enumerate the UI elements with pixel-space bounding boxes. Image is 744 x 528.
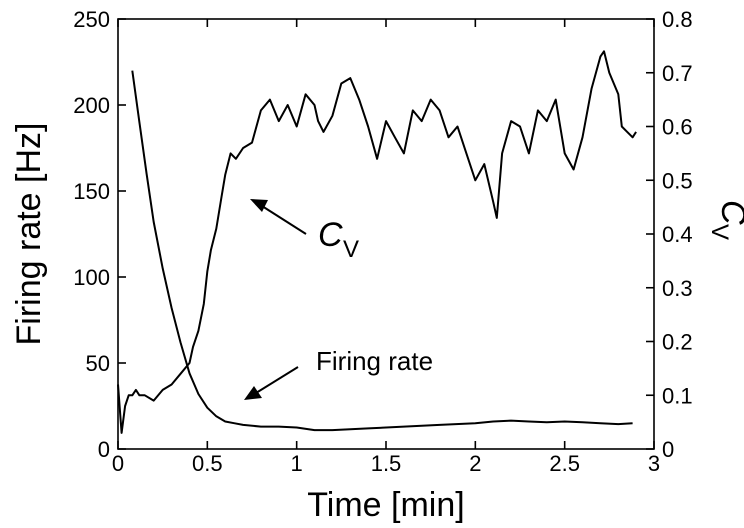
y-left-tick-label: 0	[98, 437, 110, 462]
firing-rate-series-line	[131, 70, 633, 432]
x-tick-label: 0.5	[192, 451, 223, 476]
y-left-tick-label: 200	[73, 93, 110, 118]
y-right-tick-label: 0.7	[662, 61, 693, 86]
svg-text:Firing rate: Firing rate	[316, 346, 433, 376]
ticks	[117, 18, 655, 450]
y-axis-left-title: Firing rate [Hz]	[10, 123, 48, 346]
x-axis-title: Time [min]	[307, 486, 464, 524]
y-right-tick-label: 0.5	[662, 168, 693, 193]
svg-text:C: C	[714, 200, 744, 225]
y-right-tick-label: 0.4	[662, 222, 693, 247]
y-axis-right-title: C V	[706, 200, 744, 240]
annotation-cv: C V	[250, 199, 359, 263]
y-right-tick-label: 0.1	[662, 383, 693, 408]
x-tick-label: 2	[469, 451, 481, 476]
y-left-tick-label: 50	[86, 351, 110, 376]
annotation-firing-rate: Firing rate	[244, 346, 433, 400]
annotation-firing-rate-arrowhead	[244, 386, 262, 400]
svg-text:V: V	[343, 236, 359, 263]
tick-labels: 0 0.5 1 1.5 2 2.5 305010015020025000.10.20.30.…	[73, 7, 692, 476]
x-tick-label: 2.5	[549, 451, 580, 476]
y-right-tick-label: 0.8	[662, 7, 693, 32]
svg-text:C: C	[318, 216, 343, 254]
svg-text:V: V	[706, 224, 733, 240]
y-left-tick-label: 150	[73, 179, 110, 204]
cv-series-line	[117, 50, 637, 434]
y-right-tick-label: 0	[662, 437, 674, 462]
x-tick-label: 0	[112, 451, 124, 476]
plot-frame	[117, 18, 655, 450]
annotation-cv-arrow	[261, 205, 307, 235]
y-right-tick-label: 0.6	[662, 115, 693, 140]
annotation-cv-arrowhead	[250, 199, 268, 212]
annotation-firing-rate-arrow	[255, 366, 299, 394]
x-tick-label: 1.5	[371, 451, 402, 476]
y-right-tick-label: 0.3	[662, 276, 693, 301]
y-left-tick-label: 250	[73, 7, 110, 32]
x-tick-label: 3	[648, 451, 660, 476]
x-tick-label: 1	[291, 451, 303, 476]
y-left-tick-label: 100	[73, 265, 110, 290]
y-right-tick-label: 0.2	[662, 330, 693, 355]
